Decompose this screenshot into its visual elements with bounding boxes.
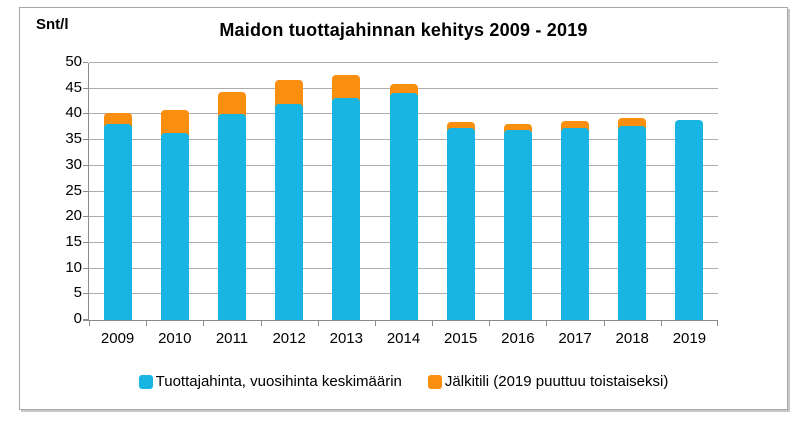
bar-segment-tuottajahinta-2012: [275, 104, 304, 320]
bar-segment-tuottajahinta-2015: [446, 127, 475, 320]
legend-item-0: Tuottajahinta, vuosihinta keskimäärin: [138, 373, 402, 390]
chart-frame: Snt/l Maidon tuottajahinnan kehitys 2009…: [19, 7, 788, 410]
legend-label: Jälkitili (2019 puuttuu toistaiseksi): [444, 373, 669, 390]
bar-segment-tuottajahinta-2013: [332, 98, 361, 320]
x-tick-4: [317, 321, 319, 326]
y-axis-label-30: 30: [65, 155, 82, 173]
bar-segment-tuottajahinta-2010: [160, 132, 189, 320]
bar-2019: [675, 63, 704, 320]
bar-2018: [618, 63, 647, 320]
bar-2012: [275, 63, 304, 320]
legend-label: Tuottajahinta, vuosihinta keskimäärin: [155, 373, 402, 390]
bar-segment-tuottajahinta-2014: [389, 93, 418, 320]
bar-2009: [103, 63, 132, 320]
bar-segment-tuottajahinta-2009: [103, 123, 132, 320]
bar-segment-jalkitili-2012: [275, 80, 304, 109]
bar-2014: [389, 63, 418, 320]
bar-segment-jalkitili-2010: [160, 109, 189, 137]
x-tick-10: [660, 321, 662, 326]
y-axis-line: [88, 63, 89, 321]
y-tick-40: [83, 113, 88, 115]
bar-segment-jalkitili-2016: [503, 123, 532, 134]
bar-segment-tuottajahinta-2017: [561, 127, 590, 320]
x-axis-label-2016: 2016: [501, 330, 535, 347]
bar-2015: [446, 63, 475, 320]
legend: Tuottajahinta, vuosihinta keskimäärin Jäl…: [20, 373, 787, 390]
bar-segment-tuottajahinta-2011: [217, 114, 246, 320]
x-tick-2: [203, 321, 205, 326]
y-axis-unit-label: Snt/l: [36, 16, 69, 33]
y-tick-20: [83, 216, 88, 218]
gridline-50: [89, 62, 718, 63]
y-tick-30: [83, 164, 88, 166]
y-tick-25: [83, 190, 88, 192]
chart-title: Maidon tuottajahinnan kehitys 2009 - 201…: [219, 20, 588, 40]
legend-swatch-icon: [138, 374, 153, 389]
x-axis-label-2017: 2017: [558, 330, 592, 347]
x-axis-label-2018: 2018: [615, 330, 649, 347]
x-axis-label-2019: 2019: [672, 330, 707, 347]
y-tick-10: [83, 267, 88, 269]
y-tick-5: [83, 293, 88, 295]
y-axis-label-15: 15: [65, 232, 82, 250]
y-axis-label-0: 0: [73, 310, 82, 327]
bar-segment-jalkitili-2011: [217, 92, 246, 119]
x-axis-label-2015: 2015: [443, 330, 478, 347]
bar-2013: [332, 63, 361, 320]
bar-segment-jalkitili-2017: [561, 120, 590, 132]
bar-2011: [217, 63, 246, 320]
x-tick-6: [432, 321, 434, 326]
x-axis-line: [83, 320, 718, 321]
x-tick-11: [717, 321, 718, 326]
x-tick-1: [146, 321, 148, 326]
y-tick-15: [83, 241, 88, 243]
x-axis-label-2012: 2012: [272, 330, 306, 347]
x-tick-8: [546, 321, 548, 326]
x-tick-9: [603, 321, 605, 326]
x-axis-label-2011: 2011: [215, 330, 249, 347]
legend-swatch-icon: [427, 374, 442, 389]
y-tick-50: [83, 62, 88, 63]
bar-segment-jalkitili-2015: [446, 121, 475, 132]
x-tick-0: [89, 321, 90, 326]
y-axis-label-45: 45: [65, 78, 82, 96]
y-axis-label-20: 20: [65, 207, 82, 225]
bar-2010: [160, 63, 189, 320]
x-tick-3: [260, 321, 262, 326]
x-axis-label-2010: 2010: [158, 330, 192, 347]
y-axis-label-35: 35: [65, 130, 82, 148]
bar-segment-tuottajahinta-2016: [503, 129, 532, 320]
y-tick-0: [83, 319, 88, 320]
x-axis-label-2014: 2014: [386, 330, 421, 347]
x-tick-7: [489, 321, 491, 326]
bar-segment-tuottajahinta-2018: [618, 126, 647, 320]
bar-2017: [561, 63, 590, 320]
y-tick-45: [83, 87, 88, 89]
x-axis-label-2013: 2013: [329, 330, 363, 347]
y-axis-label-25: 25: [65, 181, 82, 199]
y-axis-label-50: 50: [65, 53, 82, 70]
legend-item-1: Jälkitili (2019 puuttuu toistaiseksi): [427, 373, 669, 390]
y-axis-label-5: 5: [73, 284, 82, 302]
x-tick-5: [374, 321, 376, 326]
y-axis-label-10: 10: [65, 258, 82, 276]
y-tick-35: [83, 139, 88, 141]
y-axis-label-40: 40: [65, 104, 82, 122]
bar-segment-jalkitili-2013: [332, 74, 361, 103]
plot-area: [83, 62, 718, 326]
x-axis-label-2009: 2009: [100, 330, 135, 347]
bar-2016: [503, 63, 532, 320]
bar-segment-tuottajahinta-2019: [675, 120, 704, 320]
